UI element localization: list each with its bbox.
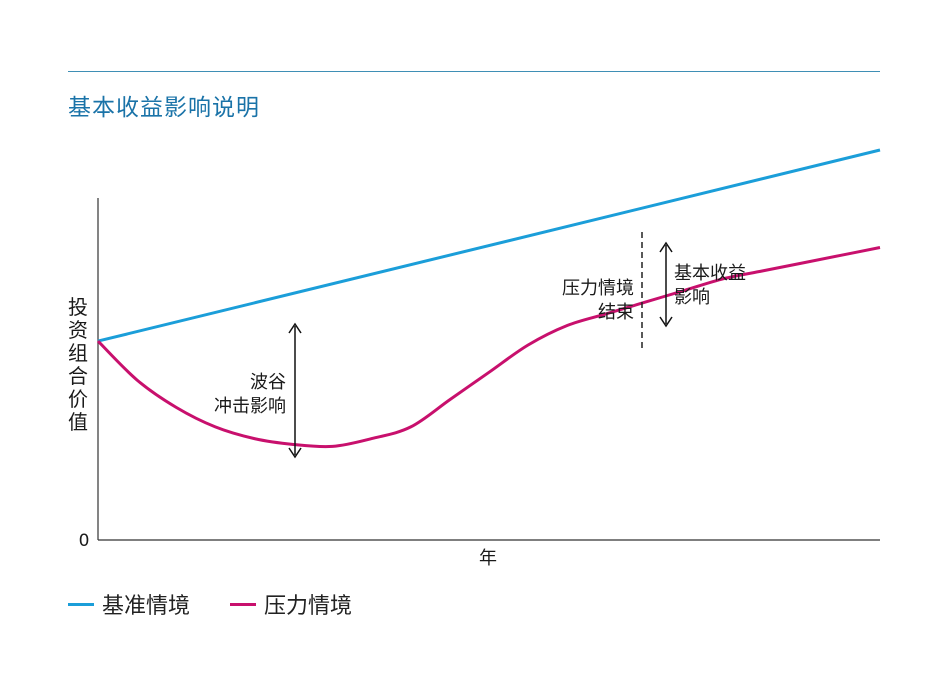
- legend-label-stress: 压力情境: [264, 594, 353, 619]
- legend-item-baseline: 基准情境: [68, 588, 190, 620]
- base-return-arrow: [659, 241, 673, 328]
- y-axis-label-char: 组: [68, 341, 88, 365]
- series-line-baseline: [97, 148, 881, 343]
- annotation-stress-end-line1: 压力情境: [562, 278, 634, 299]
- annotation-stress-end-line2: 结束: [598, 302, 634, 323]
- y-axis-label-char: 合: [68, 364, 88, 388]
- annotation-trough-line2: 冲击影响: [214, 396, 286, 417]
- y-axis-label-char: 资: [68, 318, 88, 342]
- trough-arrow: [288, 322, 302, 459]
- y-axis-label-char: 值: [68, 410, 88, 434]
- legend-swatch-baseline: [68, 602, 94, 606]
- legend-swatch-stress: [230, 602, 257, 606]
- annotation-base-return-line2: 影响: [674, 287, 710, 308]
- legend: 基准情境 压力情境: [68, 588, 392, 620]
- y-tick-zero: 0: [79, 531, 90, 551]
- annotation-trough-line1: 波谷: [250, 372, 286, 393]
- legend-item-stress: 压力情境: [230, 588, 352, 620]
- chart-title: 基本收益影响说明: [68, 95, 260, 121]
- x-axis-label: 年: [479, 548, 497, 569]
- annotation-base-return-line1: 基本收益: [674, 263, 746, 284]
- y-axis-label-char: 价: [68, 387, 88, 411]
- top-rule: [68, 71, 880, 72]
- y-axis-label-char: 投: [68, 295, 88, 319]
- legend-label-baseline: 基准情境: [102, 594, 191, 619]
- series-line-stress: [96, 246, 881, 449]
